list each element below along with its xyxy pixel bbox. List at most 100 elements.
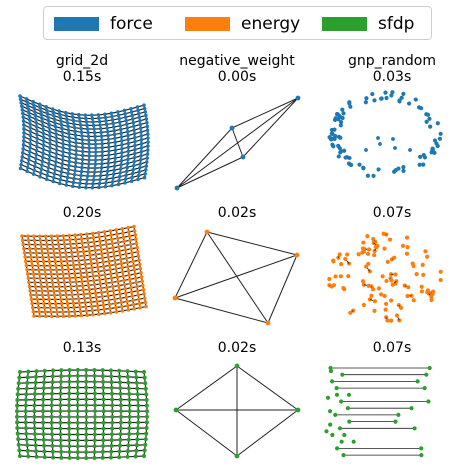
- graph-node: [126, 145, 131, 150]
- graph-node: [49, 409, 54, 414]
- graph-node: [61, 276, 66, 280]
- graph-node: [117, 288, 122, 292]
- graph-node: [22, 135, 26, 139]
- graph-node: [95, 265, 100, 269]
- graph-node: [76, 112, 81, 117]
- graph-node: [438, 269, 443, 274]
- graph-node: [409, 406, 414, 411]
- graph-node: [332, 127, 337, 132]
- graph-node: [143, 171, 147, 176]
- graph-node: [99, 134, 104, 138]
- graph-node: [75, 288, 80, 293]
- graph-node: [145, 156, 150, 160]
- graph-node: [128, 242, 133, 247]
- graph-node: [381, 231, 386, 236]
- graph-node: [33, 443, 38, 448]
- graph-node: [113, 160, 117, 164]
- graph-node: [114, 305, 118, 310]
- graph-node: [67, 438, 72, 443]
- graph-node: [372, 299, 377, 304]
- time-label-sfdp-grid-2d: 0.13s: [62, 340, 102, 356]
- graph-node: [41, 139, 46, 143]
- graph-node: [93, 248, 98, 253]
- graph-node: [94, 252, 98, 257]
- graph-node: [67, 155, 72, 160]
- graph-node: [116, 240, 121, 245]
- time-label-energy-negative-weight: 0.02s: [217, 205, 257, 221]
- graph-node: [96, 269, 101, 274]
- graph-node: [90, 266, 94, 270]
- graph-node: [93, 150, 98, 154]
- graph-node: [44, 177, 49, 182]
- graph-node: [103, 234, 107, 238]
- graph-node: [78, 123, 83, 127]
- graph-node: [50, 437, 55, 443]
- graph-node: [41, 391, 46, 396]
- graph-node: [54, 160, 58, 164]
- graph-node: [129, 106, 133, 111]
- graph-node: [108, 368, 114, 373]
- graph-node: [55, 314, 60, 319]
- graph-node: [93, 166, 97, 170]
- graph-node: [84, 367, 89, 373]
- graph-node: [104, 122, 109, 127]
- graph-node: [138, 266, 143, 271]
- graph-node: [79, 275, 84, 280]
- graph-node: [25, 375, 30, 380]
- graph-node: [71, 115, 75, 119]
- graph-node: [80, 149, 85, 154]
- graph-node: [136, 254, 141, 258]
- graph-node: [43, 272, 48, 276]
- graph-node: [60, 267, 65, 272]
- graph-node: [361, 240, 366, 245]
- graph-node: [105, 173, 109, 177]
- graph-node: [57, 284, 61, 289]
- graph-node: [33, 437, 38, 442]
- graph-node: [98, 126, 103, 131]
- graph-node: [337, 146, 342, 151]
- graph-node: [87, 249, 92, 253]
- graph-node: [116, 110, 120, 114]
- graph-node: [54, 132, 59, 136]
- graph-node: [62, 280, 67, 285]
- graph-node: [92, 174, 96, 178]
- graph-node: [15, 403, 20, 408]
- graph-node: [38, 280, 43, 285]
- graph-node: [130, 175, 134, 180]
- graph-edge: [176, 127, 233, 189]
- graph-node: [116, 113, 121, 118]
- graph-node: [137, 301, 142, 306]
- graph-node: [99, 165, 104, 170]
- graph-node: [404, 235, 410, 240]
- graph-node: [131, 167, 136, 172]
- graph-node: [91, 178, 96, 182]
- graph-node: [46, 165, 51, 170]
- graph-node: [70, 112, 75, 116]
- graph-node: [120, 227, 125, 231]
- graph-node: [124, 118, 129, 123]
- graph-node: [406, 285, 411, 290]
- graph-node: [84, 185, 88, 190]
- graph-node: [73, 275, 78, 280]
- graph-node: [40, 289, 44, 293]
- graph-node: [113, 140, 117, 144]
- graph-node: [48, 306, 53, 310]
- graph-node: [75, 444, 80, 449]
- graph-node: [69, 284, 73, 289]
- graph-node: [105, 129, 110, 134]
- graph-node: [118, 167, 123, 171]
- graph-node: [100, 368, 105, 373]
- graph-node: [16, 437, 21, 442]
- graph-node: [91, 278, 96, 283]
- graph-node: [419, 106, 424, 111]
- graph-node: [114, 266, 118, 271]
- graph-node: [21, 115, 26, 120]
- graph-node: [67, 271, 71, 276]
- graph-node: [40, 409, 46, 414]
- graph-node: [59, 297, 63, 302]
- graph-node: [327, 409, 333, 414]
- graph-node: [38, 238, 43, 243]
- graph-node: [93, 154, 98, 158]
- graph-node: [67, 151, 72, 156]
